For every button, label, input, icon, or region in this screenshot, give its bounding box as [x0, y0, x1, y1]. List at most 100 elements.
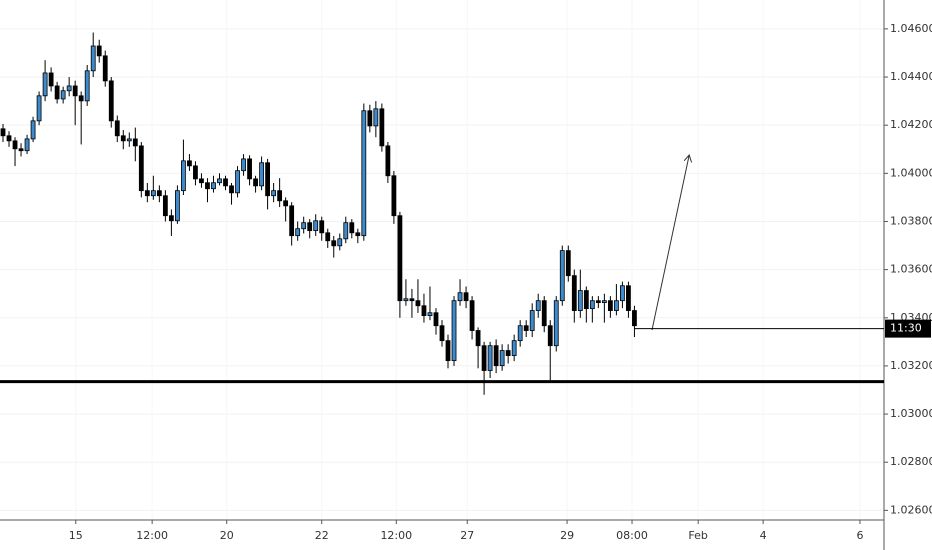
candle-body [271, 190, 277, 197]
candle-body [229, 185, 234, 194]
x-tick-label: 12:00 [380, 529, 412, 542]
candle-body [535, 300, 541, 311]
candle-body [577, 290, 583, 311]
candle-body [469, 300, 475, 331]
candle-body [66, 85, 72, 92]
candle-body [48, 72, 54, 87]
x-tick-label: 20 [220, 529, 234, 542]
candle-body [529, 310, 535, 331]
candle-body [54, 85, 60, 100]
candle-body [205, 182, 210, 190]
candle-body [487, 345, 493, 371]
candle-body [253, 178, 258, 187]
candle-body [523, 325, 529, 331]
candle-body [193, 165, 198, 180]
candle-body [343, 222, 349, 240]
y-tick-label: 1.03200 [890, 359, 932, 372]
y-tick-label: 1.03800 [890, 214, 932, 227]
candle-body [361, 110, 367, 237]
candle-body [295, 228, 301, 237]
candle-body [162, 195, 168, 217]
candle-body [559, 250, 565, 302]
candle-body [571, 275, 577, 311]
candle-body [409, 298, 415, 302]
candle-body [385, 145, 391, 177]
candle-body [415, 300, 421, 307]
x-tick-label: 6 [856, 529, 863, 542]
candle-body [120, 135, 126, 142]
candle-body [565, 250, 571, 277]
y-tick-label: 1.04400 [890, 70, 932, 83]
candle-body [517, 325, 523, 342]
current-price-box [885, 319, 931, 338]
y-tick-label: 1.04600 [890, 22, 932, 35]
x-tick-label: 12:00 [136, 529, 168, 542]
candle-body [632, 310, 637, 327]
candle-body [30, 120, 36, 140]
candle-body [475, 330, 481, 347]
candle-body [150, 190, 156, 197]
candle-body [42, 72, 48, 97]
candle-body [241, 158, 246, 172]
candle-body [595, 300, 601, 304]
candle-body [187, 160, 192, 167]
candle-body [217, 178, 222, 184]
y-tick-label: 1.03000 [890, 407, 932, 420]
y-tick-label: 1.04000 [890, 166, 932, 179]
candle-body [199, 178, 204, 184]
candle-body [132, 138, 138, 147]
candle-body [102, 55, 108, 82]
x-tick-label: 29 [560, 529, 574, 542]
candle-body [349, 222, 355, 234]
candle-body [0, 128, 6, 137]
candle-body [445, 340, 451, 362]
candle-body [78, 95, 84, 102]
candle-body [72, 85, 78, 97]
candle-body [319, 220, 325, 234]
candle-body [84, 70, 90, 102]
candle-body [499, 350, 505, 367]
candle-body [613, 300, 619, 311]
candle-body [175, 190, 180, 222]
x-tick-label: Feb [688, 529, 707, 542]
candle-body [60, 90, 66, 100]
candle-body [307, 222, 313, 232]
y-tick-label: 1.02800 [890, 455, 932, 468]
y-tick-label: 1.04200 [890, 118, 932, 131]
candle-body [403, 298, 409, 302]
candle-body [457, 292, 463, 302]
current-price-label: 11:30 [890, 322, 922, 335]
candle-body [144, 190, 150, 197]
candle-body [397, 215, 403, 302]
candle-body [511, 340, 517, 356]
candle-body [391, 175, 397, 217]
candle-body [96, 45, 102, 57]
candle-body [265, 162, 271, 197]
candle-body [325, 232, 331, 242]
candle-body [126, 138, 132, 142]
candle-body [553, 300, 559, 347]
candle-body [6, 135, 12, 142]
y-tick-label: 1.03600 [890, 263, 932, 276]
candle-body [24, 138, 30, 152]
candle-body [259, 162, 264, 187]
candle-body [505, 350, 511, 356]
x-tick-label: 15 [69, 529, 83, 542]
candle-body [277, 190, 283, 202]
candle-body [433, 312, 439, 327]
candle-body [607, 300, 613, 311]
candle-body [247, 158, 252, 180]
candle-body [493, 345, 499, 367]
candle-body [355, 232, 361, 237]
candle-body [168, 215, 174, 222]
candle-body [223, 178, 228, 187]
candle-body [301, 222, 307, 230]
x-tick-label: 22 [315, 529, 329, 542]
candle-body [547, 325, 553, 347]
candle-body [481, 345, 487, 371]
candle-body [421, 305, 427, 317]
candle-body [18, 148, 24, 152]
candle-body [541, 300, 547, 327]
candle-body [12, 140, 18, 150]
candle-body [90, 45, 96, 72]
